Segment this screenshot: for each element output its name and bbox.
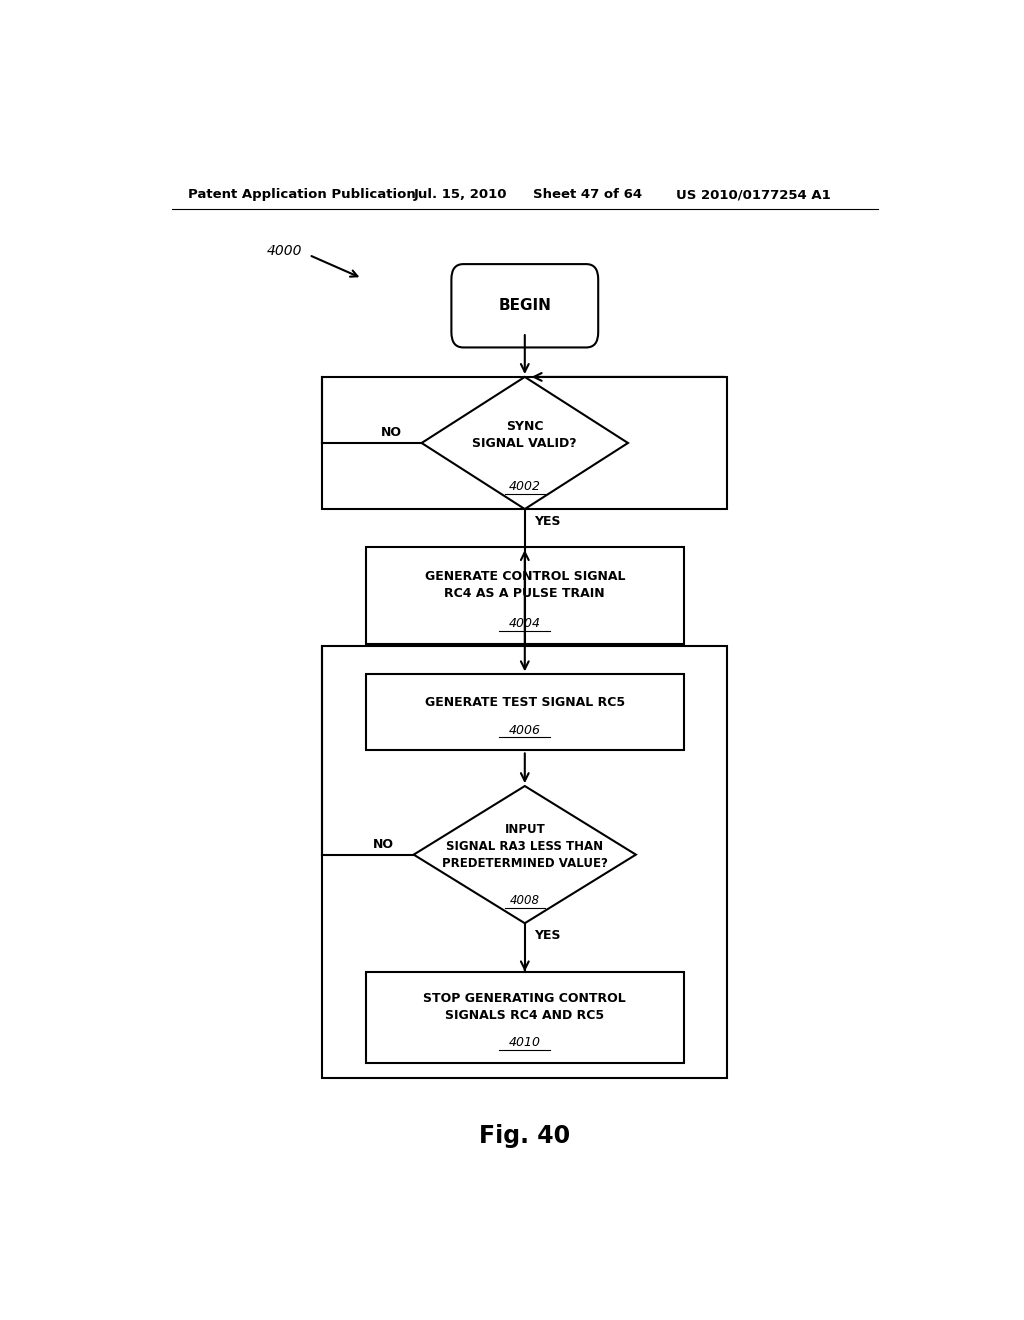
Text: Jul. 15, 2010: Jul. 15, 2010 xyxy=(414,189,507,202)
Bar xyxy=(367,972,684,1063)
Text: 4008: 4008 xyxy=(510,895,540,907)
Text: SYNC
SIGNAL VALID?: SYNC SIGNAL VALID? xyxy=(472,420,578,450)
Text: GENERATE TEST SIGNAL RC5: GENERATE TEST SIGNAL RC5 xyxy=(425,696,625,709)
Text: NO: NO xyxy=(373,838,394,851)
Text: YES: YES xyxy=(535,515,561,528)
Text: NO: NO xyxy=(381,426,401,440)
Text: Fig. 40: Fig. 40 xyxy=(479,1125,570,1148)
Bar xyxy=(367,675,684,751)
Text: INPUT
SIGNAL RA3 LESS THAN
PREDETERMINED VALUE?: INPUT SIGNAL RA3 LESS THAN PREDETERMINED… xyxy=(442,822,607,870)
Text: Patent Application Publication: Patent Application Publication xyxy=(187,189,416,202)
Text: 4010: 4010 xyxy=(509,1036,541,1049)
Text: YES: YES xyxy=(535,929,561,942)
Text: 4004: 4004 xyxy=(509,616,541,630)
Bar xyxy=(323,378,727,510)
Polygon shape xyxy=(422,378,628,510)
Text: BEGIN: BEGIN xyxy=(499,298,551,313)
Text: 4002: 4002 xyxy=(509,480,541,494)
Bar xyxy=(323,647,727,1078)
Text: GENERATE CONTROL SIGNAL
RC4 AS A PULSE TRAIN: GENERATE CONTROL SIGNAL RC4 AS A PULSE T… xyxy=(425,570,625,601)
Text: 4000: 4000 xyxy=(267,244,302,257)
Text: 4006: 4006 xyxy=(509,723,541,737)
Bar xyxy=(367,548,684,644)
Text: Sheet 47 of 64: Sheet 47 of 64 xyxy=(532,189,642,202)
FancyBboxPatch shape xyxy=(452,264,598,347)
Text: STOP GENERATING CONTROL
SIGNALS RC4 AND RC5: STOP GENERATING CONTROL SIGNALS RC4 AND … xyxy=(424,993,626,1022)
Polygon shape xyxy=(414,785,636,923)
Text: US 2010/0177254 A1: US 2010/0177254 A1 xyxy=(676,189,830,202)
